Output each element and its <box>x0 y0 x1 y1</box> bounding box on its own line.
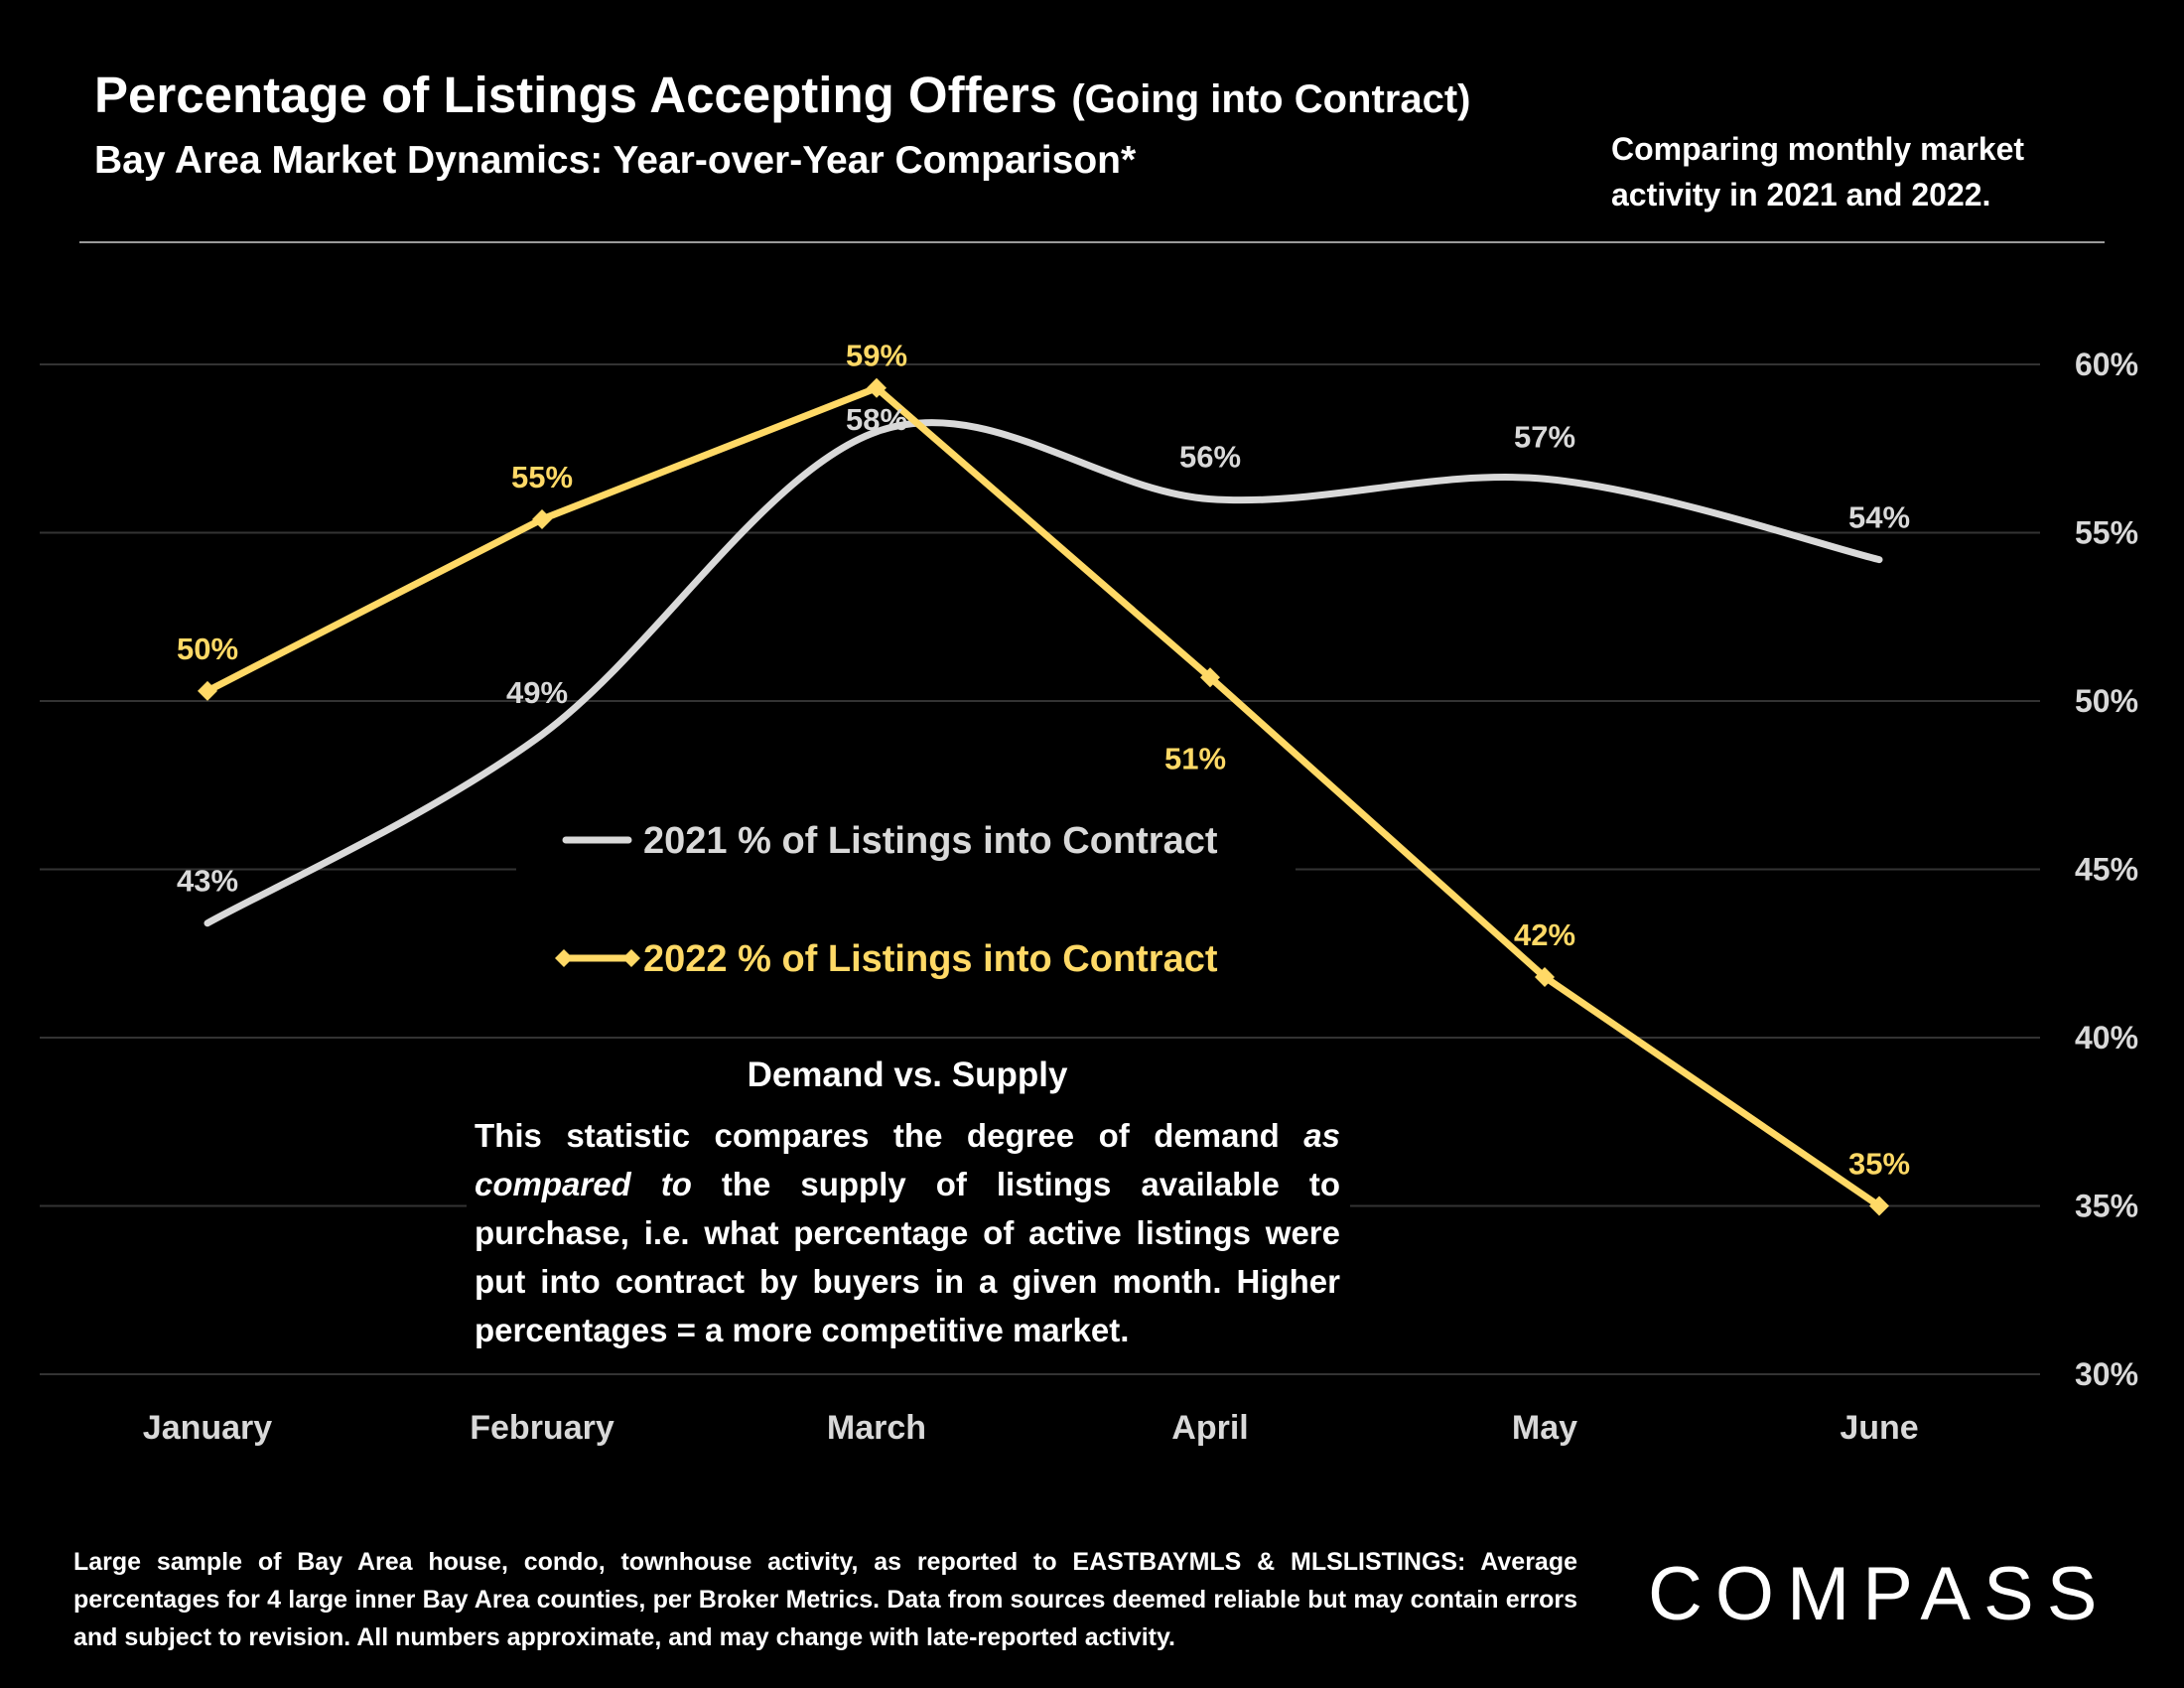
explainer-text-1: This statistic compares the degree of de… <box>475 1117 1304 1154</box>
chart-title-main: Percentage of Listings Accepting Offers <box>94 67 1058 123</box>
chart-title-suffix: (Going into Contract) <box>1071 77 1471 121</box>
data-label-2021: 54% <box>1848 500 1910 535</box>
chart-title: Percentage of Listings Accepting Offers … <box>94 66 1470 124</box>
data-label-2022: 59% <box>846 339 907 373</box>
footnote: Large sample of Bay Area house, condo, t… <box>73 1548 1577 1651</box>
series-2022-line <box>205 384 1881 1209</box>
data-label-2022: 55% <box>511 460 573 494</box>
y-tick-label: 35% <box>2075 1189 2138 1224</box>
side-note: Comparing monthly market activity in 202… <box>1611 131 2025 212</box>
data-label-2021: 57% <box>1514 419 1575 454</box>
explainer-background <box>467 1048 1350 1355</box>
legend-label-2021: 2021 % of Listings into Contract <box>643 820 1218 862</box>
y-tick-label: 60% <box>2075 347 2138 382</box>
series-2022-marker <box>1869 1196 1889 1216</box>
chart-subtitle: Bay Area Market Dynamics: Year-over-Year… <box>94 139 1137 182</box>
y-tick-label: 40% <box>2075 1020 2138 1055</box>
explainer-italic: as compared to <box>475 1117 1340 1202</box>
compass-logo: COMPASS <box>1648 1552 2111 1636</box>
legend-label-2022: 2022 % of Listings into Contract <box>643 938 1218 980</box>
x-tick-label: March <box>827 1409 926 1447</box>
data-label-2022: 35% <box>1848 1147 1910 1182</box>
series-2021-line <box>204 419 1883 927</box>
series-2022-marker <box>867 377 887 398</box>
header-divider <box>79 241 2105 243</box>
data-label-2021: 56% <box>1179 440 1241 475</box>
y-tick-label: 45% <box>2075 852 2138 888</box>
data-label-2022: 51% <box>1164 741 1226 775</box>
series-2022-marker <box>532 508 552 529</box>
data-label-2022: 42% <box>1514 917 1575 952</box>
data-label-2021: 58% <box>846 402 907 437</box>
data-label-2021: 49% <box>506 675 568 710</box>
y-tick-label: 55% <box>2075 515 2138 551</box>
legend-marker-2022 <box>555 949 573 967</box>
x-tick-label: February <box>470 1409 614 1447</box>
x-tick-label: April <box>1171 1409 1248 1447</box>
y-tick-label: 50% <box>2075 683 2138 719</box>
data-label-2022: 50% <box>177 632 238 666</box>
explainer-box: Demand vs. Supply This statistic compare… <box>475 1051 1340 1354</box>
legend-marker-2022 <box>622 949 640 967</box>
series-2022-marker <box>1535 966 1555 987</box>
x-tick-label: May <box>1512 1409 1577 1447</box>
data-label-2021: 43% <box>177 864 238 899</box>
explainer-text-2: the supply of listings available to purc… <box>475 1166 1340 1348</box>
legend-box <box>516 799 1296 988</box>
series-2022-marker <box>1200 667 1220 688</box>
x-tick-label: June <box>1840 1409 1918 1447</box>
series-2022-marker <box>198 680 217 701</box>
y-tick-label: 30% <box>2075 1356 2138 1392</box>
x-tick-label: January <box>143 1409 272 1447</box>
explainer-heading: Demand vs. Supply <box>747 1055 1068 1094</box>
